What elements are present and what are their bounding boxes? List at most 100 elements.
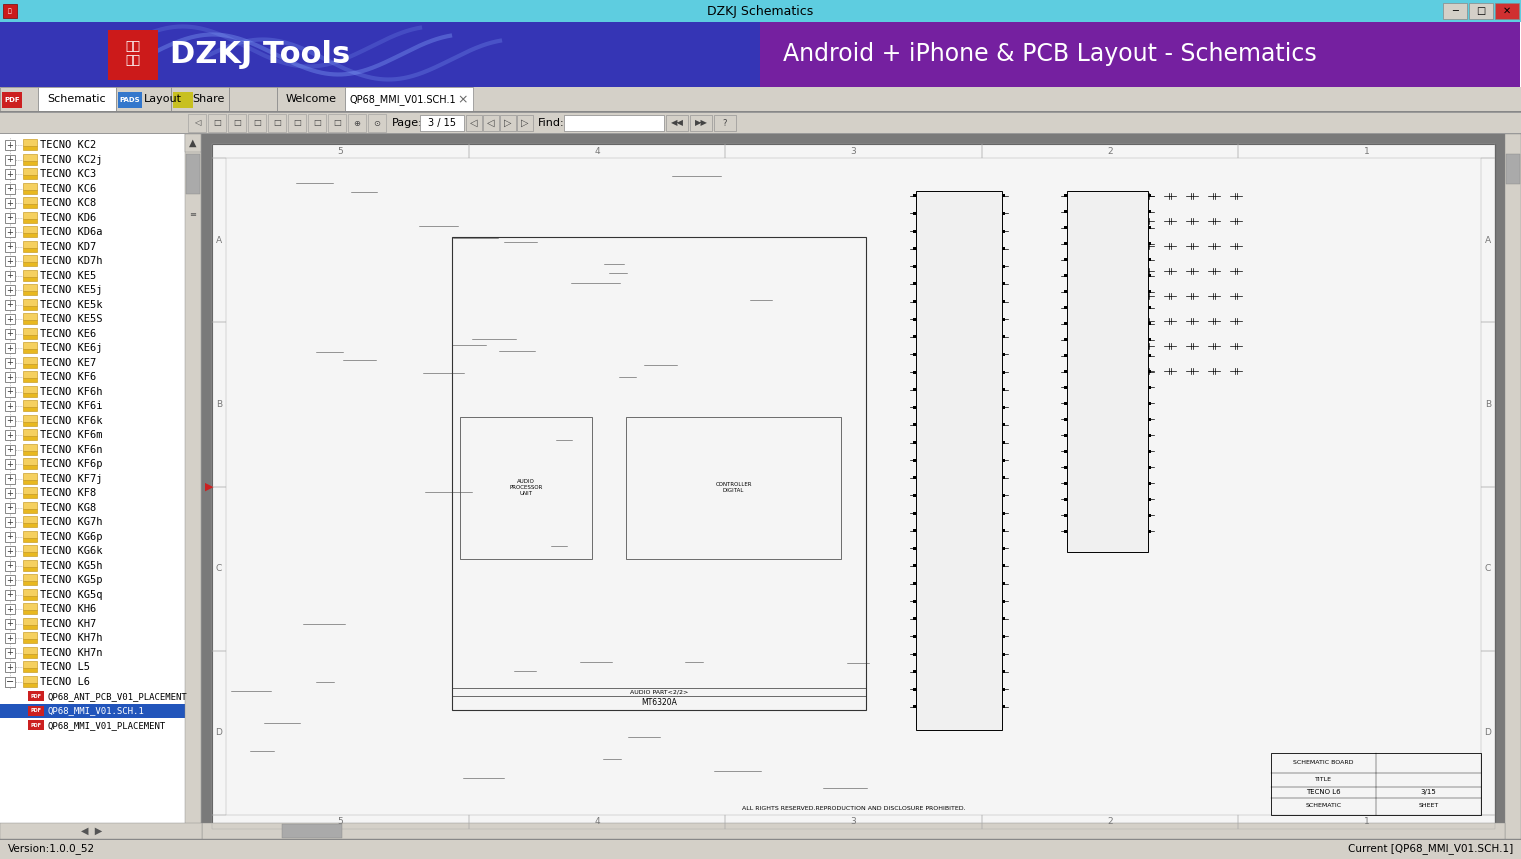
Bar [1148, 370, 1151, 373]
Bar [23, 415, 37, 422]
Text: 震: 震 [8, 9, 12, 14]
Bar [1443, 3, 1466, 19]
Bar [23, 668, 37, 673]
Bar [1063, 450, 1066, 453]
Bar [913, 512, 916, 515]
Bar [1481, 651, 1495, 815]
Text: +: + [6, 213, 14, 222]
Text: ▶▶: ▶▶ [695, 119, 707, 127]
Bar [23, 270, 37, 277]
Text: □: □ [294, 119, 301, 127]
Text: TECNO KE6j: TECNO KE6j [40, 344, 102, 353]
Bar [913, 335, 916, 338]
Bar [23, 661, 37, 668]
Bar [1063, 497, 1066, 501]
Text: TECNO KE5S: TECNO KE5S [40, 314, 102, 324]
Text: 1: 1 [1364, 818, 1369, 826]
Text: TECNO KC2j: TECNO KC2j [40, 155, 102, 165]
Bar [0, 839, 1521, 840]
Text: ⊙: ⊙ [374, 119, 380, 127]
Bar [27, 691, 44, 701]
Text: TECNO KC2: TECNO KC2 [40, 140, 96, 150]
Bar [5, 532, 15, 542]
Text: ◁: ◁ [470, 118, 478, 128]
Bar [913, 405, 916, 409]
Bar [1063, 242, 1066, 246]
Bar [1481, 322, 1495, 486]
Bar [1002, 265, 1004, 268]
Text: +: + [6, 503, 14, 512]
Bar [1063, 274, 1066, 277]
Text: TECNO KG5h: TECNO KG5h [40, 561, 102, 570]
Text: QP68_MMI_V01_PLACEMENT: QP68_MMI_V01_PLACEMENT [47, 721, 166, 730]
Text: ◁: ◁ [487, 118, 494, 128]
Text: AUDIO
PROCESSOR
UNIT: AUDIO PROCESSOR UNIT [510, 479, 543, 496]
Bar [1148, 418, 1151, 421]
Text: □: □ [252, 119, 262, 127]
Bar [277, 87, 345, 112]
Bar [913, 300, 916, 303]
Bar [23, 247, 37, 252]
Bar [23, 291, 37, 295]
Bar [23, 444, 37, 451]
Bar [5, 169, 15, 180]
Bar [468, 144, 726, 158]
Bar [713, 115, 736, 131]
Bar [0, 87, 1521, 112]
Bar [913, 635, 916, 638]
Bar [5, 271, 15, 281]
Text: Schematic: Schematic [47, 94, 106, 105]
Text: TECNO KD7h: TECNO KD7h [40, 256, 102, 266]
Bar [23, 277, 37, 281]
Text: TECNO KE7: TECNO KE7 [40, 357, 96, 368]
Bar [1148, 386, 1151, 389]
Bar [27, 720, 44, 730]
Text: D: D [216, 728, 222, 737]
Bar [1148, 530, 1151, 533]
Bar [1148, 514, 1151, 517]
Text: +: + [6, 561, 14, 570]
Text: 5: 5 [338, 147, 344, 155]
Bar [202, 134, 1504, 839]
Bar [1002, 318, 1004, 320]
Bar [913, 441, 916, 444]
Bar [1506, 154, 1519, 184]
Bar [625, 417, 841, 558]
Bar [981, 144, 1238, 158]
Bar [913, 388, 916, 391]
Bar [23, 393, 37, 397]
Bar [5, 184, 15, 194]
Text: TECNO KC3: TECNO KC3 [40, 169, 96, 180]
Bar [23, 161, 37, 165]
Text: +: + [6, 634, 14, 643]
Text: 3 / 15: 3 / 15 [427, 118, 456, 128]
Bar [1002, 494, 1004, 497]
Bar [1148, 450, 1151, 453]
Bar [23, 502, 37, 509]
Bar [23, 588, 37, 596]
Text: +: + [6, 198, 14, 208]
Text: +: + [6, 518, 14, 527]
Bar [913, 283, 916, 285]
Text: +: + [6, 649, 14, 657]
Bar [5, 460, 15, 469]
Text: ALL RIGHTS RESERVED.REPRODUCTION AND DISCLOSURE PROHIBITED.: ALL RIGHTS RESERVED.REPRODUCTION AND DIS… [742, 807, 966, 812]
Bar [5, 344, 15, 353]
Bar [23, 509, 37, 513]
Bar [5, 648, 15, 658]
Text: 2: 2 [1107, 818, 1113, 826]
Bar [1002, 212, 1004, 215]
Bar [1002, 247, 1004, 250]
Bar [1002, 229, 1004, 233]
Bar [23, 356, 37, 363]
Bar [1238, 815, 1495, 829]
Bar [23, 226, 37, 234]
Bar [1002, 547, 1004, 550]
Text: +: + [6, 430, 14, 440]
Text: +: + [6, 460, 14, 469]
Text: ≡: ≡ [190, 210, 196, 218]
Bar [913, 353, 916, 356]
Text: TECNO KE5j: TECNO KE5j [40, 285, 102, 295]
Text: +: + [6, 402, 14, 411]
Bar [23, 342, 37, 350]
